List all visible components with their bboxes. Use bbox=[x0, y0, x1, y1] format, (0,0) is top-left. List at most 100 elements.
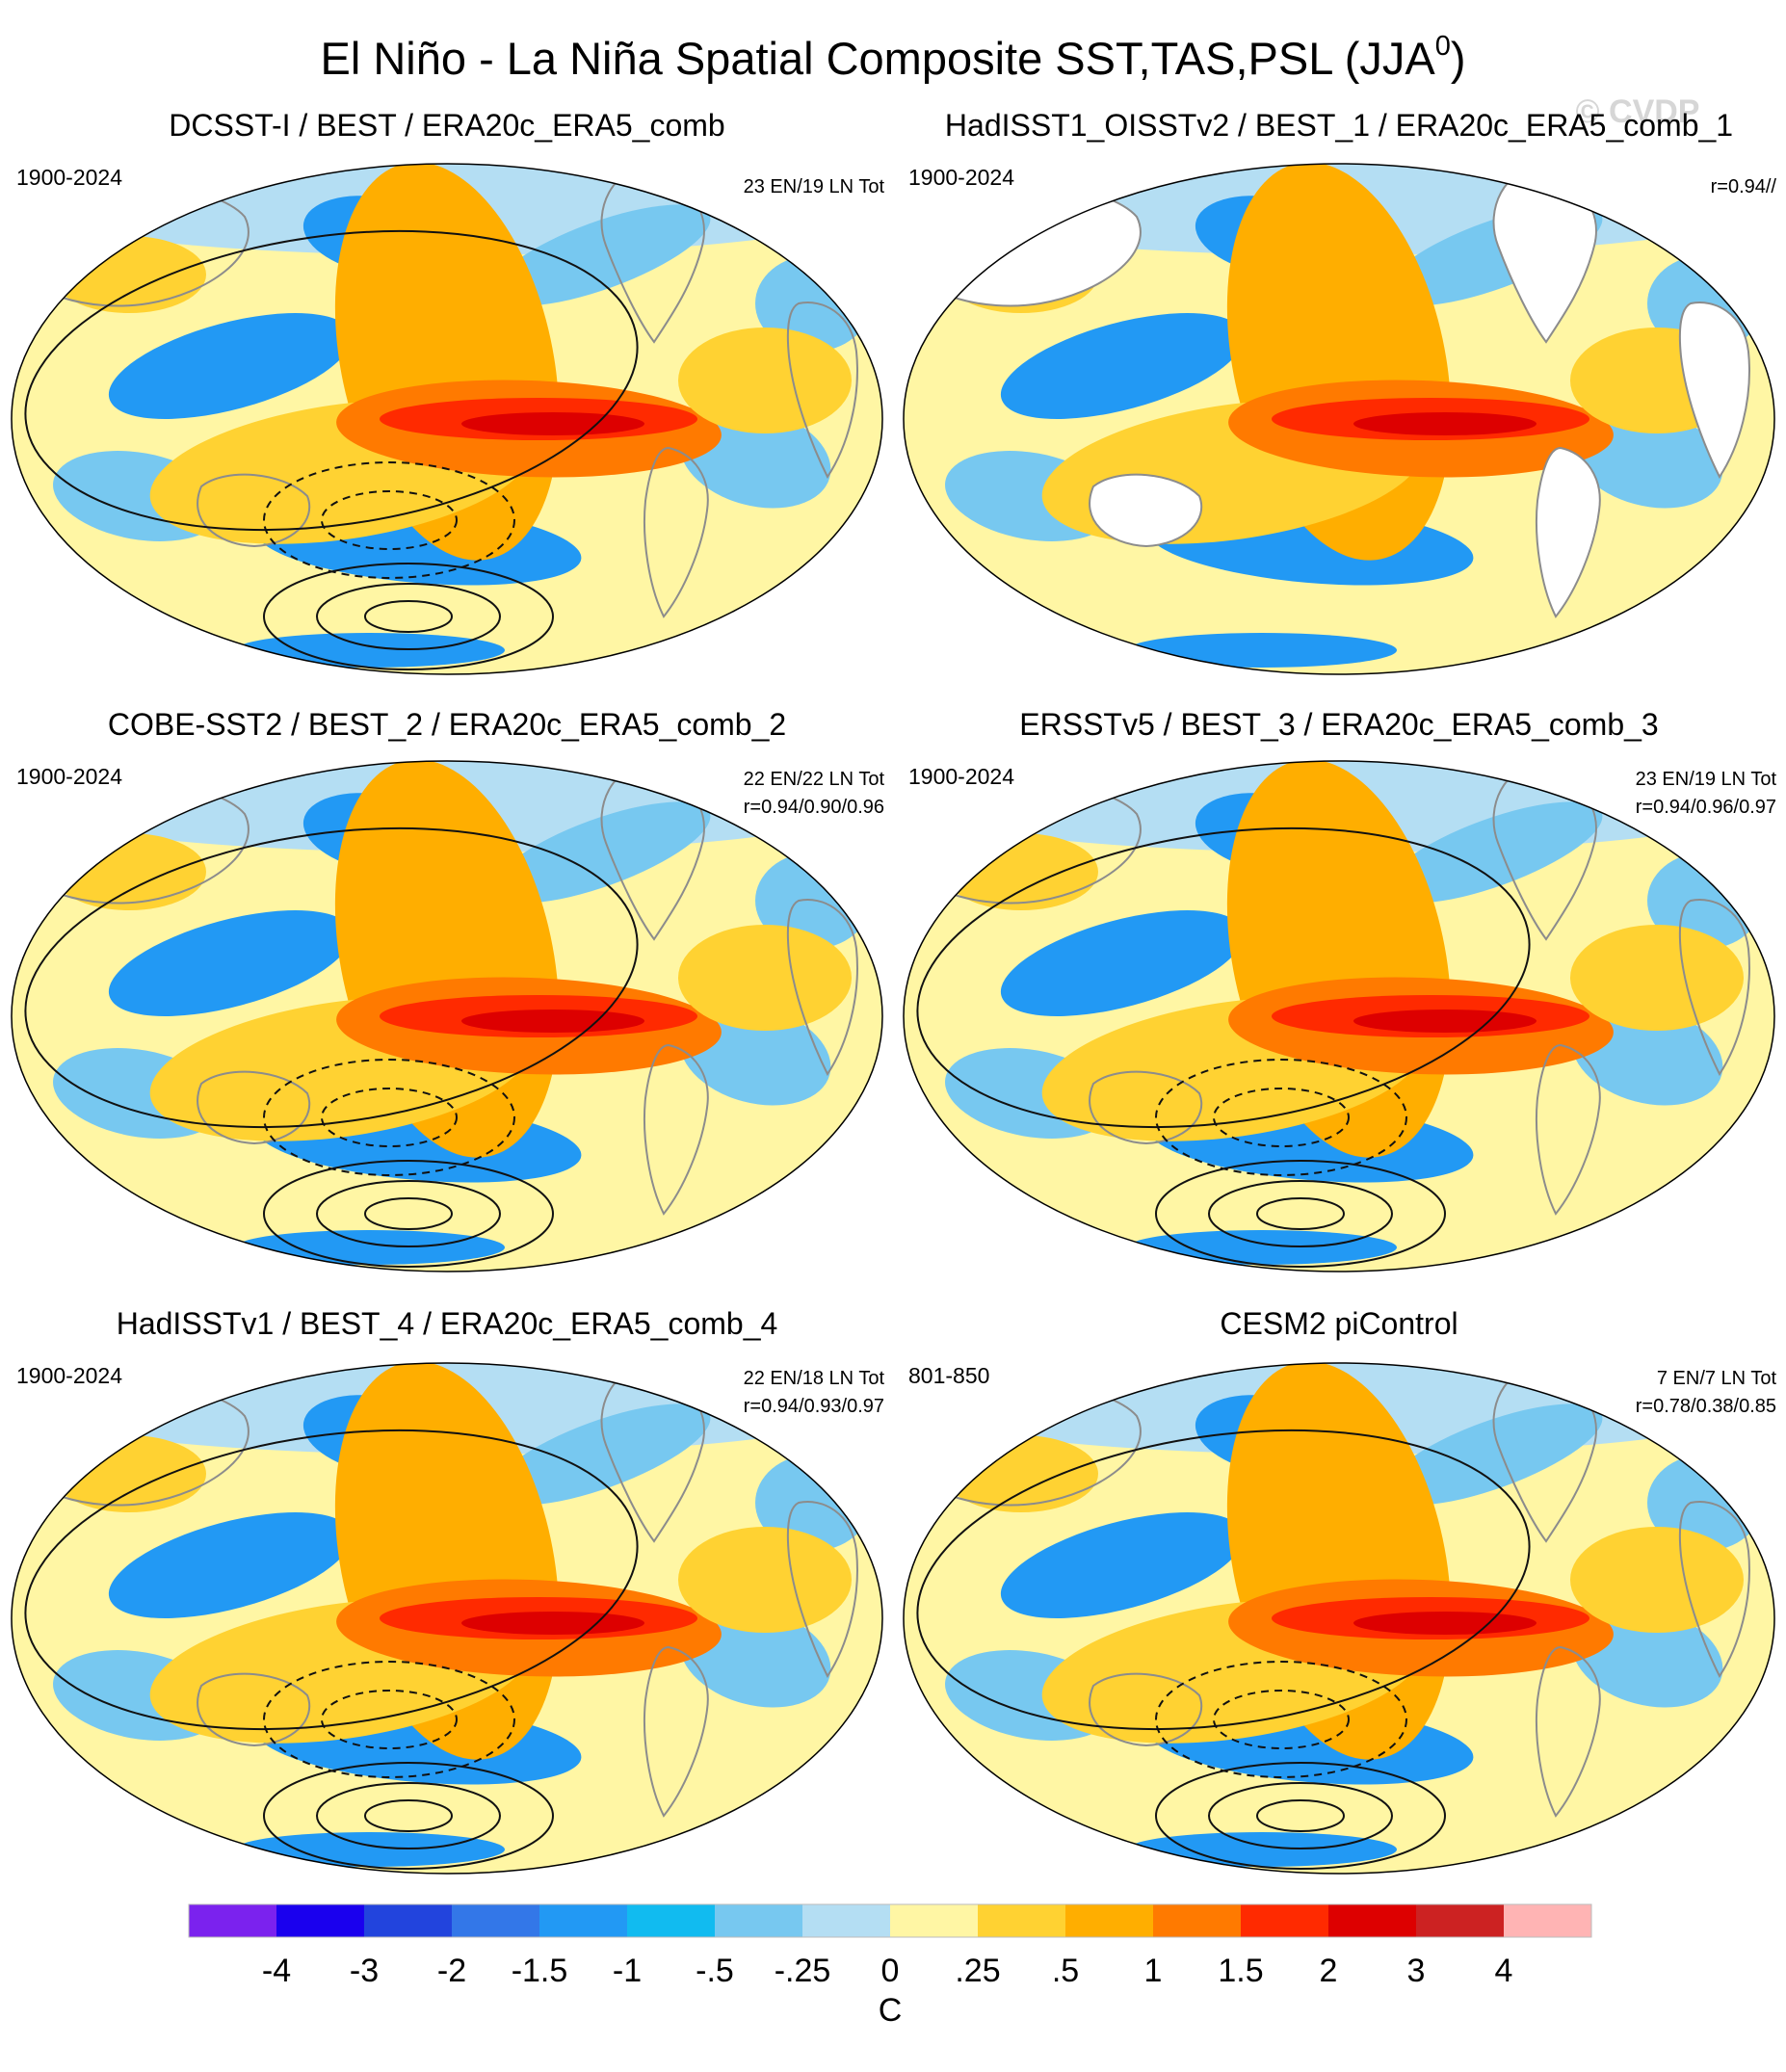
warm-region bbox=[1353, 412, 1536, 435]
warm-region bbox=[461, 1612, 644, 1635]
period-label: 1900-2024 bbox=[16, 1363, 122, 1388]
psl-contour-negative bbox=[1155, 1661, 1407, 1778]
figure-title: El Niño - La Niña Spatial Composite SST,… bbox=[321, 31, 1466, 84]
south-america-coastline bbox=[1535, 1043, 1601, 1216]
cold-anomaly-region bbox=[108, 313, 353, 419]
warm-region bbox=[461, 1010, 644, 1033]
colorbar-swatch bbox=[1416, 1904, 1505, 1937]
colorbar-tick-label: .5 bbox=[1052, 1953, 1079, 1989]
colorbar-tick-label: 1 bbox=[1144, 1953, 1163, 1989]
cold-anomaly-region bbox=[1127, 633, 1397, 668]
sst-field bbox=[904, 761, 1774, 1268]
psl-contours bbox=[24, 1429, 639, 1870]
map-panel: COBE-SST2 / BEST_2 / ERA20c_ERA5_comb_2 1… bbox=[11, 707, 885, 1272]
colorbar-outline bbox=[188, 1903, 1592, 1938]
psl-contour-positive bbox=[1208, 1180, 1393, 1247]
psl-contour-positive bbox=[364, 1799, 453, 1832]
psl-contour-positive bbox=[316, 1782, 501, 1849]
psl-contour-positive bbox=[263, 1160, 554, 1268]
colorbar-tick-label: 0 bbox=[881, 1953, 900, 1989]
panels: DCSST-I / BEST / ERA20c_ERA5_comb 1900-20… bbox=[11, 108, 1777, 1875]
colorbar-unit: C bbox=[879, 1992, 903, 2029]
colorbar-tick-label: 1.5 bbox=[1218, 1953, 1263, 1989]
map-panel: CESM2 piControl 801-850 7 EN/7 LN Tot r=0.7… bbox=[903, 1306, 1777, 1875]
africa-coastline bbox=[786, 302, 858, 479]
australia-coastline bbox=[1089, 1070, 1203, 1145]
composite-count: 22 EN/22 LN Tot bbox=[744, 769, 885, 790]
period-label: 1900-2024 bbox=[16, 165, 122, 190]
pattern-correlation: r=0.78/0.38/0.85 bbox=[1636, 1396, 1776, 1417]
map-frame bbox=[11, 1362, 883, 1875]
map-frame bbox=[903, 760, 1775, 1272]
africa-coastline bbox=[1678, 899, 1750, 1076]
psl-contour-positive bbox=[1155, 1160, 1446, 1268]
map-frame bbox=[903, 1362, 1775, 1875]
colorbar-tick-label: 2 bbox=[1320, 1953, 1338, 1989]
panel-title: DCSST-I / BEST / ERA20c_ERA5_comb bbox=[169, 108, 724, 143]
colorbar-swatch bbox=[1504, 1904, 1592, 1937]
cold-anomaly-region bbox=[108, 910, 353, 1016]
cold-anomaly-region bbox=[235, 633, 505, 668]
sst-field bbox=[12, 1363, 882, 1870]
colorbar-tick-label: -.5 bbox=[696, 1953, 734, 1989]
psl-contour-positive bbox=[364, 600, 453, 633]
map-panel: DCSST-I / BEST / ERA20c_ERA5_comb 1900-20… bbox=[11, 108, 884, 675]
colorbar: -4 -3 -2 -1.5 -1 -.5 -.25 0 .25 .5 1 1.5 2 3 4 C bbox=[188, 1903, 1592, 2029]
south-america-coastline bbox=[643, 1645, 709, 1818]
psl-contour-positive bbox=[24, 826, 639, 1129]
colorbar-swatch bbox=[1328, 1904, 1417, 1937]
psl-contour-negative bbox=[263, 1059, 515, 1176]
colorbar-tick-label: -4 bbox=[262, 1953, 291, 1989]
colorbar-swatch bbox=[452, 1904, 540, 1937]
warm-region bbox=[1570, 1527, 1744, 1633]
map-frame bbox=[11, 760, 883, 1272]
south-america-coastline bbox=[643, 446, 709, 618]
psl-contour-positive bbox=[364, 1197, 453, 1230]
psl-contour-positive bbox=[916, 1429, 1531, 1731]
warm-region bbox=[678, 925, 852, 1031]
psl-contour-negative bbox=[1213, 1690, 1350, 1749]
colorbar-tick-label: -1.5 bbox=[512, 1953, 568, 1989]
psl-contour-positive bbox=[316, 583, 501, 650]
cold-anomaly-region bbox=[491, 801, 711, 904]
psl-contour-negative bbox=[1213, 1088, 1350, 1147]
colorbar-swatch bbox=[1241, 1904, 1329, 1937]
psl-contour-positive bbox=[24, 1429, 639, 1731]
period-label: 1900-2024 bbox=[908, 165, 1014, 190]
colorbar-swatch bbox=[364, 1904, 453, 1937]
south-america-coastline bbox=[1535, 446, 1601, 618]
australia-coastline bbox=[197, 473, 311, 548]
cold-anomaly-region bbox=[1000, 313, 1245, 419]
colorbar-swatch bbox=[802, 1904, 891, 1937]
map-frame bbox=[11, 163, 883, 675]
period-label: 1900-2024 bbox=[16, 764, 122, 789]
cold-anomaly-region bbox=[1383, 801, 1603, 904]
map-panel: HadISSTv1 / BEST_4 / ERA20c_ERA5_comb_4 1… bbox=[11, 1306, 885, 1875]
psl-contour-positive bbox=[263, 1762, 554, 1870]
panel-title: ERSSTv5 / BEST_3 / ERA20c_ERA5_comb_3 bbox=[1019, 707, 1658, 742]
panel-title: HadISSTv1 / BEST_4 / ERA20c_ERA5_comb_4 bbox=[117, 1306, 778, 1341]
colorbar-swatch bbox=[715, 1904, 803, 1937]
cold-anomaly-region bbox=[491, 204, 711, 306]
colorbar-swatch bbox=[890, 1904, 979, 1937]
composite-count: 7 EN/7 LN Tot bbox=[1657, 1368, 1777, 1389]
panel-title: HadISST1_OISSTv2 / BEST_1 / ERA20c_ERA5_… bbox=[945, 108, 1733, 143]
pattern-correlation: r=0.94/0.96/0.97 bbox=[1636, 797, 1776, 818]
pattern-correlation: r=0.94/0.90/0.96 bbox=[744, 797, 884, 818]
colorbar-tick-label: -1 bbox=[613, 1953, 642, 1989]
period-label: 1900-2024 bbox=[908, 764, 1014, 789]
colorbar-swatch bbox=[1065, 1904, 1154, 1937]
composite-count: 22 EN/18 LN Tot bbox=[744, 1368, 885, 1389]
psl-contours bbox=[916, 1429, 1531, 1870]
cold-anomaly-region bbox=[235, 1230, 505, 1265]
warm-region bbox=[1570, 925, 1744, 1031]
psl-contours bbox=[916, 826, 1531, 1268]
watermark: © CVDP bbox=[1576, 93, 1700, 130]
map-panel: ERSSTv5 / BEST_3 / ERA20c_ERA5_comb_3190… bbox=[903, 707, 1776, 1272]
colorbar-tick-label: -2 bbox=[437, 1953, 466, 1989]
warm-region bbox=[461, 412, 644, 435]
map-frame bbox=[903, 163, 1775, 675]
colorbar-swatch bbox=[189, 1904, 277, 1937]
psl-contour-positive bbox=[1256, 1799, 1345, 1832]
psl-contour-positive bbox=[316, 1180, 501, 1247]
